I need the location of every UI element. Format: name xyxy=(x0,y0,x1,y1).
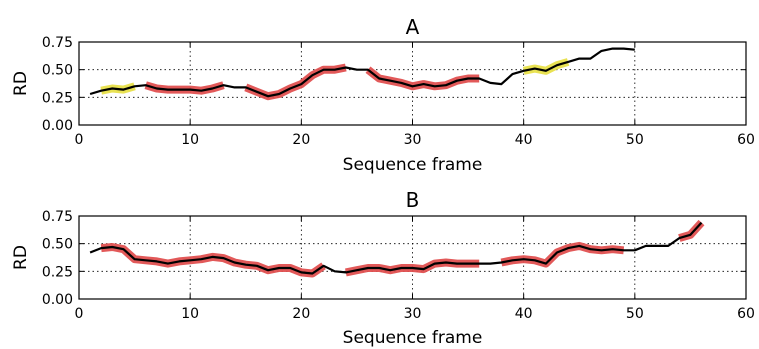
y-axis-label: RD xyxy=(11,71,31,96)
y-tick-label: 0.75 xyxy=(42,209,73,225)
x-tick-label: 60 xyxy=(737,306,755,322)
x-tick-label: 40 xyxy=(515,306,533,322)
x-tick-label: 50 xyxy=(626,132,644,148)
x-tick-label: 30 xyxy=(404,132,422,148)
x-axis-label: Sequence frame xyxy=(343,328,483,348)
y-tick-label: 0.75 xyxy=(42,35,73,51)
y-tick-label: 0.25 xyxy=(42,90,73,106)
x-tick-label: 10 xyxy=(181,306,199,322)
chart-title: B xyxy=(406,188,420,212)
x-tick-label: 50 xyxy=(626,306,644,322)
x-tick-label: 60 xyxy=(737,132,755,148)
x-tick-label: 30 xyxy=(404,306,422,322)
highlight-segment xyxy=(500,241,625,268)
x-tick-label: 20 xyxy=(292,132,310,148)
y-tick-label: 0.50 xyxy=(42,63,73,79)
series-line xyxy=(89,47,635,98)
x-tick-label: 0 xyxy=(75,306,84,322)
x-tick-label: 40 xyxy=(515,132,533,148)
y-tick-label: 0.00 xyxy=(42,118,73,134)
y-tick-label: 0.00 xyxy=(42,292,73,308)
panel-b: 0.00 0.25 0.50 0.75 0 10 20 30 40 50 60 B Sequence f… xyxy=(11,188,755,348)
y-tick-label: 0.50 xyxy=(42,237,73,253)
series-line xyxy=(89,221,703,275)
panel-a: 0.00 0.25 0.50 0.75 0 10 20 30 40 50 60 A Sequence f… xyxy=(11,15,755,175)
highlight-segment xyxy=(244,63,347,101)
x-axis-label: Sequence frame xyxy=(343,155,483,175)
x-tick-label: 10 xyxy=(181,132,199,148)
y-tick-label: 0.25 xyxy=(42,264,73,280)
x-tick-label: 20 xyxy=(292,306,310,322)
y-axis-label: RD xyxy=(11,245,31,270)
x-tick-label: 0 xyxy=(75,132,84,148)
chart-title: A xyxy=(406,15,420,39)
